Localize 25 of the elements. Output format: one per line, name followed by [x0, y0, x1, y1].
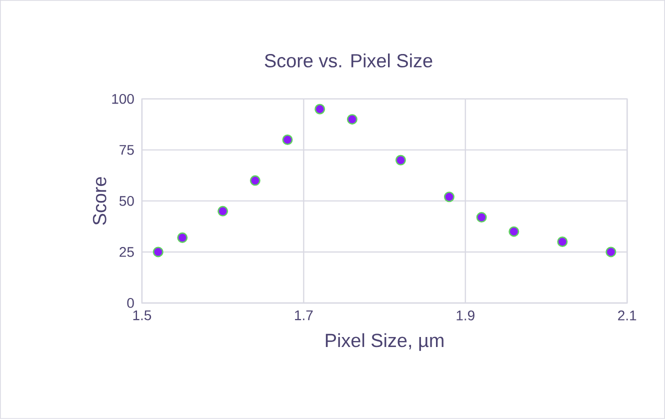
y-tick-label: 100	[112, 94, 134, 104]
x-tick-label: 1.9	[456, 310, 474, 320]
point	[177, 232, 188, 243]
point	[508, 226, 520, 237]
x-axis-title: Pixel Size, µm	[326, 333, 444, 351]
point	[282, 134, 293, 146]
point	[152, 246, 164, 258]
point	[557, 236, 568, 248]
x-tick-label: 1.5	[133, 310, 152, 320]
point	[395, 154, 406, 166]
point	[250, 175, 260, 186]
x-tick-label: 2.1	[618, 310, 636, 320]
chart-title: Score vs. Pixel Size	[264, 54, 432, 68]
x-tick-label: 1.7	[295, 310, 313, 320]
point	[346, 114, 358, 125]
point	[476, 212, 487, 223]
y-axis-title: Score	[92, 177, 106, 225]
point	[218, 206, 228, 216]
y-tick-label: 75	[120, 145, 134, 155]
point	[444, 192, 454, 202]
point	[606, 246, 616, 258]
y-tick-label: 50	[119, 196, 134, 206]
point	[314, 104, 326, 114]
y-tick-label: 25	[120, 247, 134, 257]
y-tick-label: 0	[127, 298, 134, 308]
